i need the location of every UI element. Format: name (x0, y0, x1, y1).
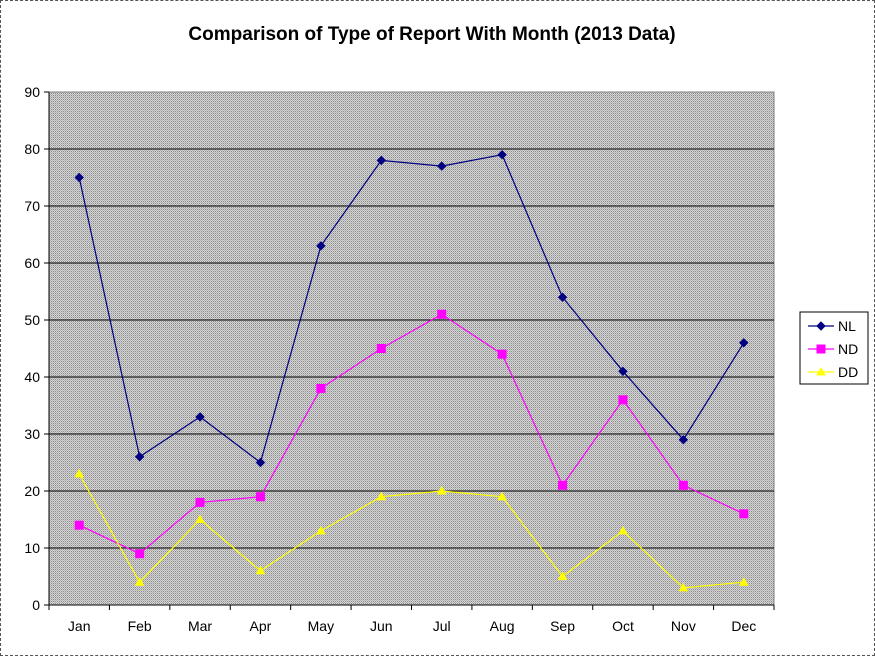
data-point-nd (739, 509, 749, 519)
data-point-nl (376, 155, 386, 166)
data-point-nl (739, 338, 749, 348)
data-point-nl (255, 457, 266, 468)
data-point-nl (195, 412, 205, 422)
series-line-nd (78, 313, 745, 555)
data-point-nl (316, 241, 326, 251)
data-point-nd (618, 395, 628, 405)
y-tick-label: 20 (24, 483, 40, 499)
y-tick-label: 30 (24, 426, 40, 442)
chart-title: Comparison of Type of Report With Month … (188, 24, 675, 45)
legend-marker-nl (816, 321, 826, 331)
data-point-nd (678, 480, 688, 490)
legend: NL ND DD (799, 311, 869, 385)
x-tick-label: Mar (188, 618, 212, 634)
series-dd (74, 468, 749, 592)
y-tick-label: 90 (24, 84, 40, 100)
data-point-dd (738, 577, 749, 586)
series-nd (74, 309, 749, 559)
x-tick-label: Feb (128, 618, 152, 634)
data-point-nd (195, 497, 205, 507)
data-point-nl (678, 434, 689, 445)
data-point-nd (74, 520, 84, 530)
data-point-nl (618, 366, 628, 377)
data-point-dd (436, 485, 447, 495)
x-tick-label: Jan (68, 618, 91, 634)
y-tick-label: 40 (24, 369, 40, 385)
y-tick-label: 10 (24, 540, 40, 556)
x-tick-label: Sep (550, 618, 575, 634)
legend-item-dd: DD (808, 364, 858, 380)
data-point-nd (316, 383, 326, 393)
data-point-nd (255, 492, 265, 502)
data-point-dd (74, 468, 85, 478)
legend-marker-dd (816, 366, 826, 376)
data-point-nl (497, 149, 507, 160)
x-tick-label: May (308, 618, 334, 634)
data-point-dd (316, 525, 326, 535)
data-point-nd (497, 349, 507, 359)
y-tick-label: 50 (24, 312, 40, 328)
legend-label: DD (838, 364, 858, 380)
x-tick-label: Dec (731, 618, 756, 634)
y-tick-label: 80 (24, 141, 40, 157)
data-point-dd (255, 565, 266, 575)
data-point-dd (376, 491, 387, 501)
axes: 0 10 20 30 40 50 60 70 80 90 Jan Feb Mar Apr May Jun Jul… (24, 84, 775, 634)
data-point-nl (134, 452, 145, 462)
data-point-dd (497, 491, 507, 501)
plot-area (48, 91, 775, 606)
legend-item-nl: NL (808, 318, 856, 334)
gridlines (49, 148, 774, 549)
data-point-dd (134, 577, 145, 586)
data-point-nd (135, 549, 145, 559)
data-point-nl (437, 161, 447, 171)
data-point-nd (437, 309, 447, 319)
data-point-dd (557, 571, 568, 580)
x-tick-label: Jul (433, 618, 451, 634)
y-tick-label: 0 (32, 597, 40, 613)
legend-label: NL (838, 318, 856, 334)
data-point-dd (195, 514, 205, 523)
x-tick-label: Oct (612, 618, 634, 634)
data-point-nd (376, 344, 386, 353)
data-point-nd (558, 480, 568, 490)
series-line-dd (78, 473, 744, 589)
legend-marker-nd (816, 344, 826, 354)
data-point-nl (74, 172, 84, 183)
x-tick-label: Aug (490, 618, 515, 634)
data-point-dd (678, 582, 689, 592)
y-tick-label: 70 (24, 198, 40, 214)
series-line-nl (78, 154, 745, 464)
legend-label: ND (838, 341, 858, 357)
x-tick-label: Apr (250, 618, 272, 634)
series-nl (74, 149, 749, 468)
series-lines (74, 149, 749, 592)
x-tick-label: Jun (370, 618, 393, 634)
legend-item-nd: ND (808, 341, 858, 357)
data-point-nl (557, 292, 568, 302)
data-point-dd (618, 525, 628, 535)
y-tick-label: 60 (24, 255, 40, 271)
x-tick-label: Nov (671, 618, 696, 634)
